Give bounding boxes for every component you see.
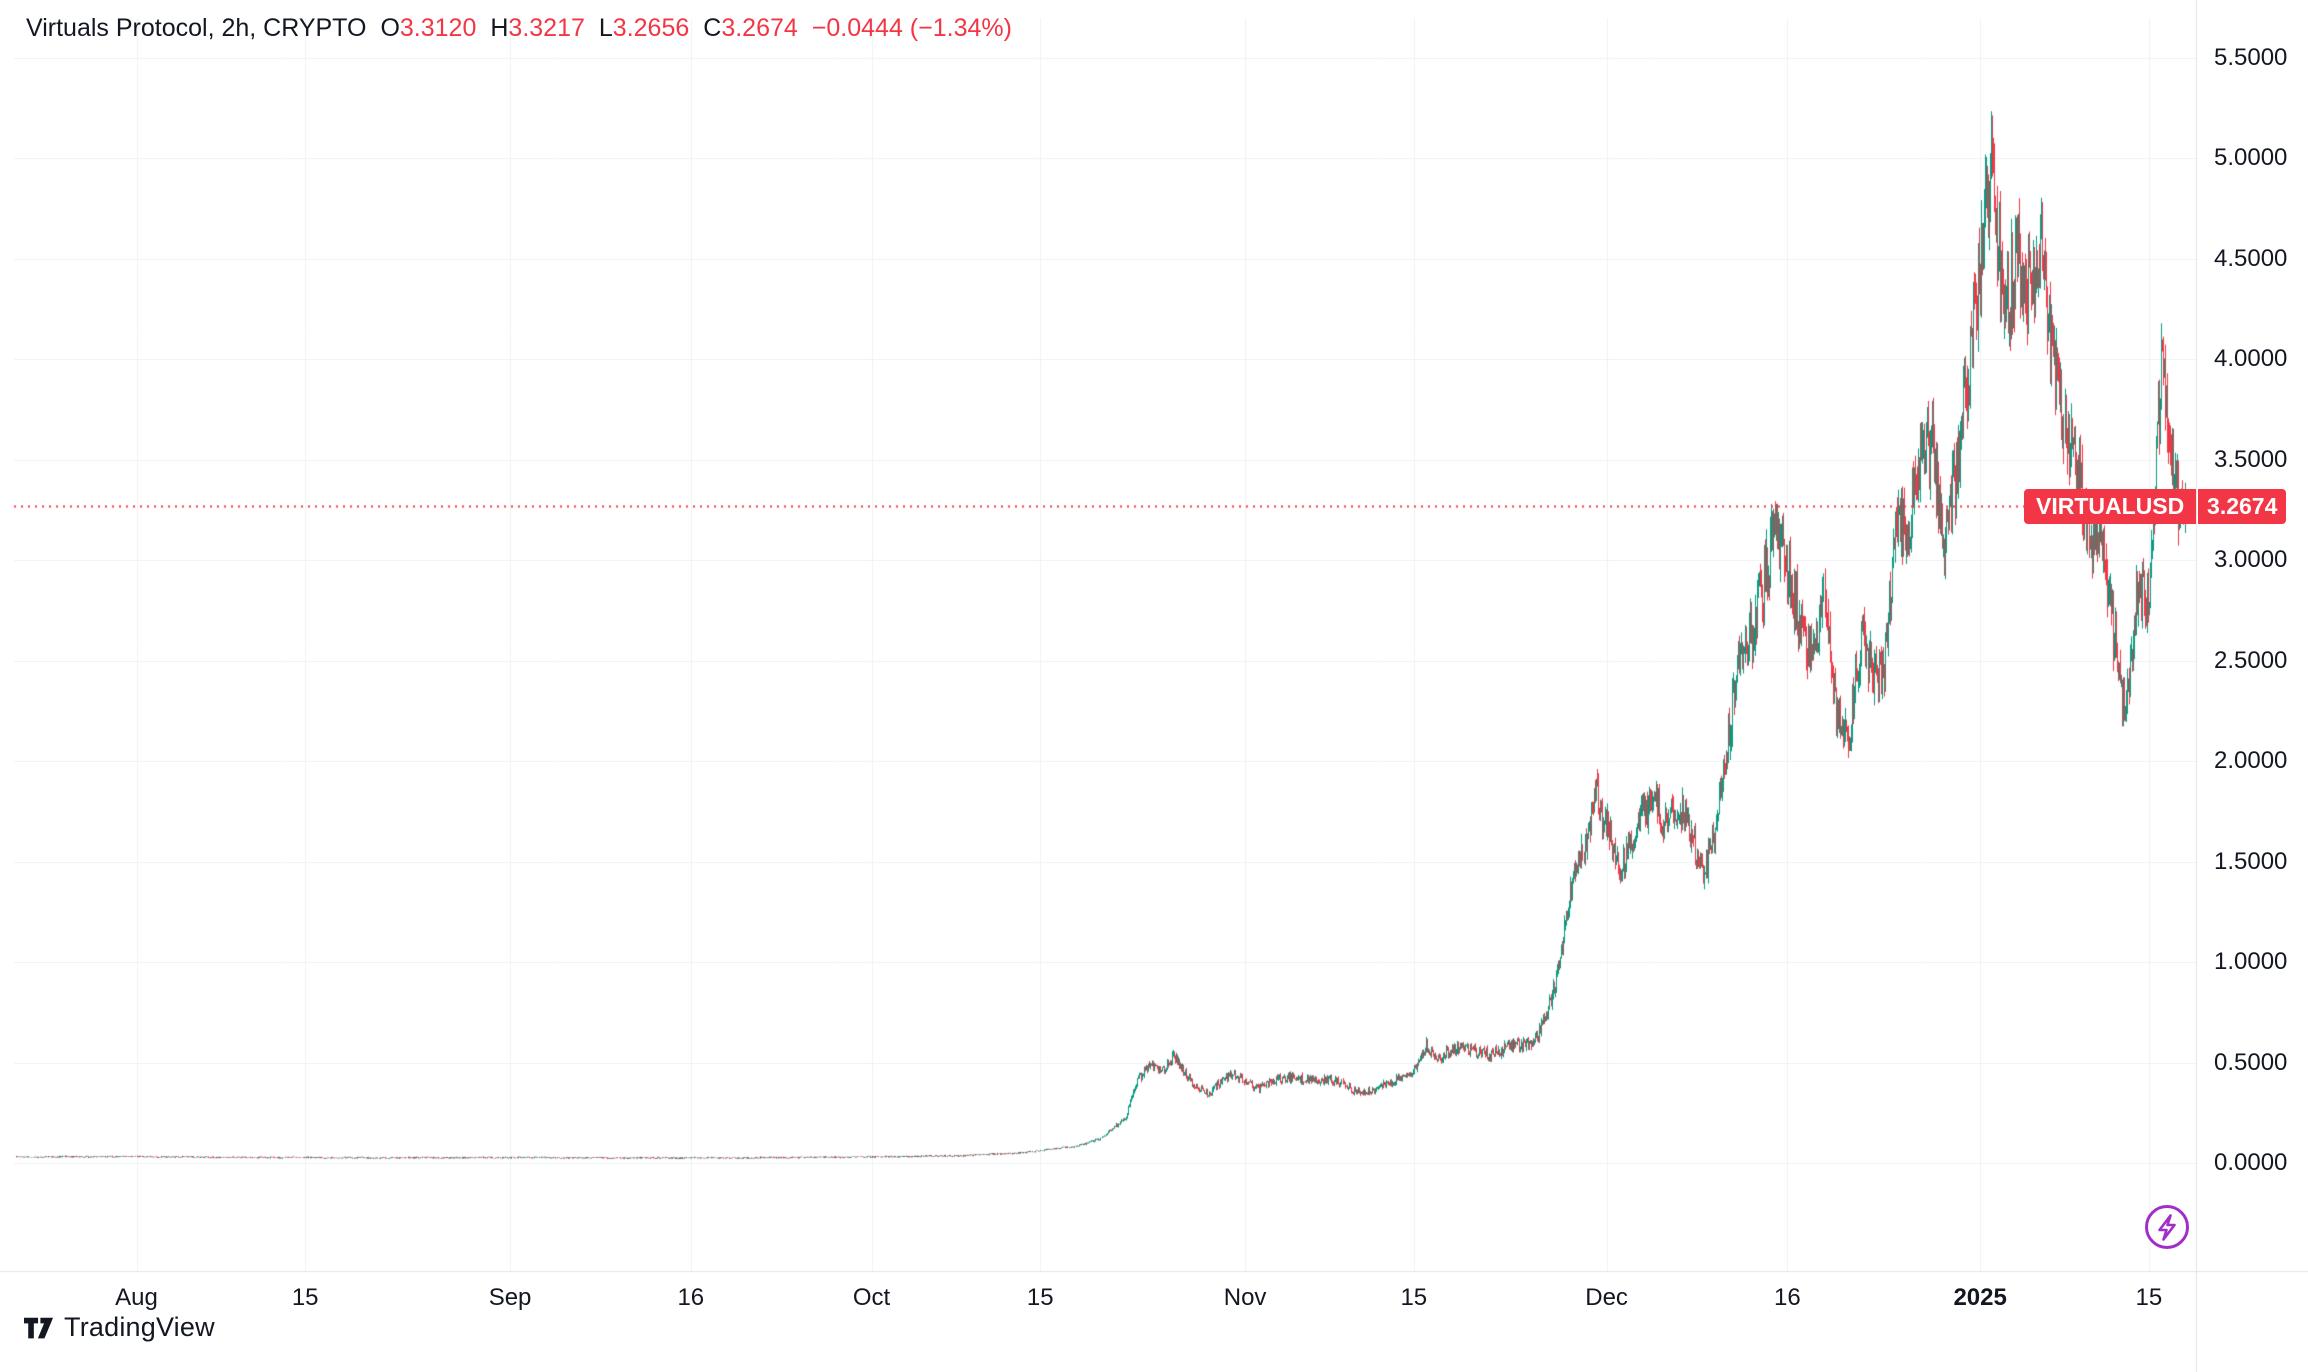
tradingview-logo-icon [24, 1317, 54, 1338]
price-tick-label: 1.0000 [2214, 948, 2288, 975]
time-tick-label: Dec [1585, 1284, 1628, 1311]
lightning-bolt-icon [2145, 1205, 2189, 1249]
price-tick-label: 2.5000 [2214, 646, 2288, 674]
price-tick-label: 4.0000 [2214, 345, 2288, 372]
price-tick-label: 2.0000 [2214, 747, 2288, 774]
time-tick-label: 16 [1773, 1284, 1801, 1311]
low-label: L [598, 14, 613, 42]
time-tick-label: 15 [2135, 1284, 2163, 1311]
change-value: −0.0444 (−1.34%) [811, 14, 1012, 42]
price-tick-label: 0.0000 [2214, 1149, 2288, 1176]
time-tick-label: 15 [291, 1284, 319, 1311]
price-tick-label: 4.5000 [2214, 244, 2288, 272]
price-tick-label: 0.5000 [2214, 1048, 2288, 1076]
time-tick-label: Nov [1223, 1284, 1267, 1311]
ohlc-close: C3.2674 [703, 14, 798, 42]
open-label: O [380, 14, 400, 42]
time-tick-label: Sep [488, 1284, 532, 1311]
high-value: 3.3217 [508, 14, 585, 42]
symbol-legend[interactable]: Virtuals Protocol, 2h, CRYPTO O3.3120 H3.3… [26, 12, 1012, 44]
low-value: 3.2656 [612, 14, 690, 42]
time-tick-label: Oct [852, 1284, 891, 1311]
time-tick-label: 15 [1400, 1284, 1428, 1311]
ohlc-open: O3.3120 [380, 14, 476, 42]
time-tick-label: Aug [115, 1284, 158, 1311]
tradingview-logo[interactable]: TradingView [24, 1312, 215, 1343]
symbol-title: Virtuals Protocol, 2h, CRYPTO [26, 14, 367, 42]
time-tick-label: 16 [677, 1284, 705, 1311]
price-tick-label: 3.5000 [2214, 445, 2288, 473]
ohlc-high: H3.3217 [490, 14, 585, 42]
time-tick-label: 15 [1026, 1284, 1054, 1311]
price-tick-label: 1.5000 [2214, 847, 2288, 875]
price-tick-label: 5.0000 [2214, 144, 2288, 171]
tradingview-logo-text: TradingView [64, 1312, 215, 1342]
close-value: 3.2674 [721, 14, 798, 42]
last-price-value: 3.2674 [2198, 489, 2287, 525]
open-value: 3.3120 [399, 14, 477, 42]
last-price-symbol: VIRTUALUSD [2024, 489, 2197, 525]
price-tick-label: 3.0000 [2214, 546, 2288, 573]
high-label: H [490, 14, 509, 42]
ohlc-low: L3.2656 [599, 14, 689, 42]
last-price-label: VIRTUALUSD 3.2674 [2024, 489, 2287, 525]
close-label: C [703, 14, 722, 42]
time-tick-label: 2025 [1953, 1284, 2007, 1311]
flash-icon[interactable] [2142, 1202, 2192, 1252]
price-tick-label: 5.5000 [2214, 43, 2288, 71]
